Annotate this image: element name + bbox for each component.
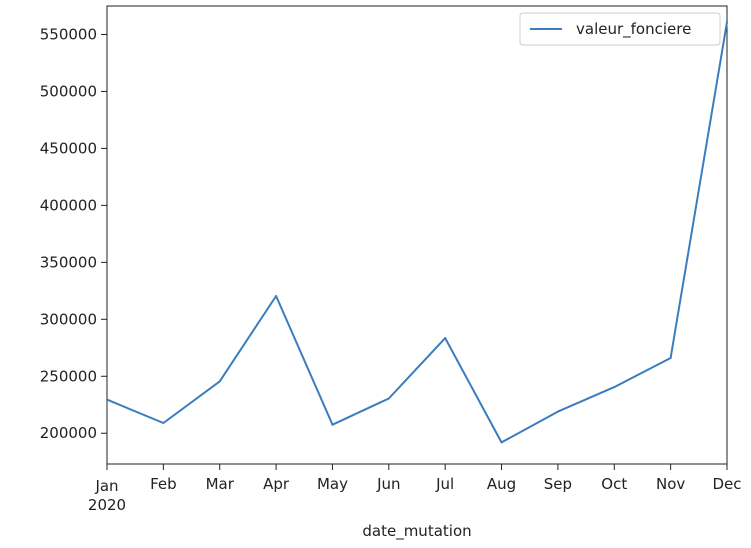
data-point (726, 20, 728, 23)
data-point (162, 421, 165, 424)
x-tick-label: Aug (487, 475, 516, 493)
legend-box (519, 12, 721, 46)
x-tick-label: Jul (435, 475, 454, 493)
y-tick-label: 450000 (40, 139, 97, 157)
x-tick-label: Apr (263, 475, 290, 493)
x-tick-label: Oct (601, 475, 627, 493)
y-tick-label: 250000 (40, 367, 97, 385)
legend: valeur_fonciere (519, 12, 721, 46)
data-point (387, 397, 390, 400)
x-tick-label: May (317, 475, 348, 493)
x-tick-label: Jun (376, 475, 400, 493)
legend-label: valeur_fonciere (576, 20, 691, 39)
y-tick-label: 200000 (40, 424, 97, 442)
y-tick-label: 400000 (40, 196, 97, 214)
x-axis: Jan Feb Mar Apr May Jun Jul Aug Sep Oct Nov Dec (94, 464, 742, 495)
x-tick-label: Jan (94, 477, 118, 495)
y-tick-label: 350000 (40, 253, 97, 271)
x-tick-label: Feb (150, 475, 177, 493)
y-tick-label: 300000 (40, 310, 97, 328)
y-axis: 200000 250000 300000 350000 400000 450000 5000… (40, 25, 107, 442)
data-point (556, 410, 559, 413)
data-point (106, 398, 108, 401)
series-line-valeur_fonciere (106, 21, 728, 444)
data-point (500, 441, 503, 444)
data-point (444, 337, 447, 340)
y-tick-label: 500000 (40, 82, 97, 100)
x-axis-label: date_mutation (362, 522, 471, 541)
y-tick-label: 550000 (40, 25, 97, 43)
series-layer (106, 20, 728, 444)
data-point (275, 294, 278, 297)
x-tick-label: Nov (656, 475, 685, 493)
data-point (613, 386, 616, 389)
data-point (669, 357, 672, 360)
x-tick-label: Dec (712, 475, 741, 493)
x-tick-label: Sep (544, 475, 572, 493)
data-point (218, 380, 221, 383)
x-year-label: 2020 (88, 496, 126, 514)
data-point (331, 423, 334, 426)
x-tick-label: Mar (206, 475, 235, 493)
